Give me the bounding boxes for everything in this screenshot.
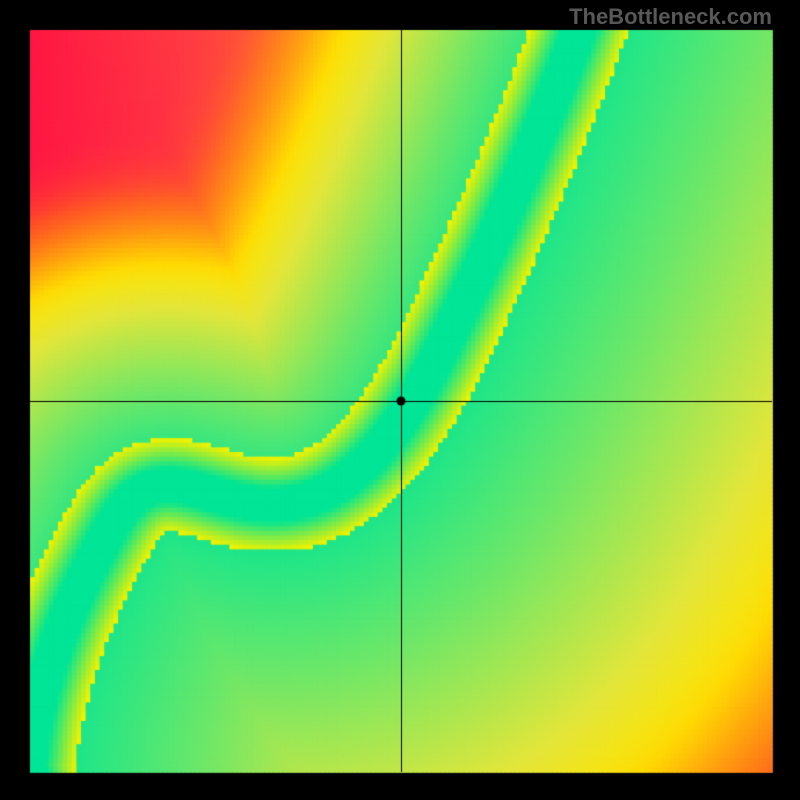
watermark-text: TheBottleneck.com	[569, 4, 772, 30]
heatmap-plot	[0, 0, 800, 800]
chart-container: TheBottleneck.com	[0, 0, 800, 800]
